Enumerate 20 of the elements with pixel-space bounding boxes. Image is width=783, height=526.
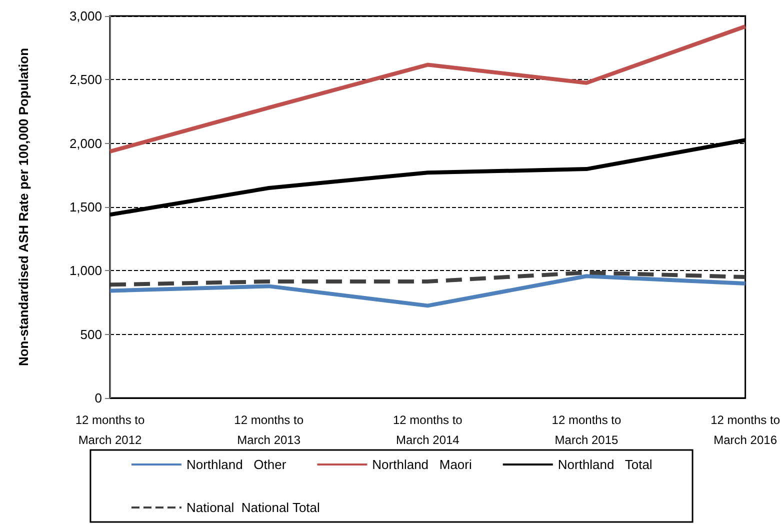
legend-label: Northland Maori [372,457,472,472]
y-tick-label: 2,000 [69,136,102,151]
x-tick-label: 12 months to March 2014 [392,413,463,447]
x-tick-label: 12 months to March 2015 [552,413,622,447]
x-tick-label: 12 months to March 2013 [234,413,304,447]
legend-label: National National Total [186,500,320,515]
y-tick-label: 1,000 [69,263,102,278]
line-series [108,24,748,154]
x-tick-label: 12 months to March 2012 [75,413,146,447]
y-tick-label: 1,500 [69,200,102,214]
legend-label: Northland Other [186,457,287,472]
legend-label: Northland Total [558,457,652,472]
line-series [108,274,748,308]
x-tick-label: 12 months to March 2016 [710,413,780,447]
y-tick-label: 3,000 [69,8,102,24]
y-tick-label: 2,500 [69,72,102,88]
y-tick-label: 0 [94,390,102,406]
y-axis-title: Non-standardised ASH Rate per 100,000 Population [16,48,31,366]
y-tick-label: 500 [80,326,102,342]
line-series [108,270,748,287]
